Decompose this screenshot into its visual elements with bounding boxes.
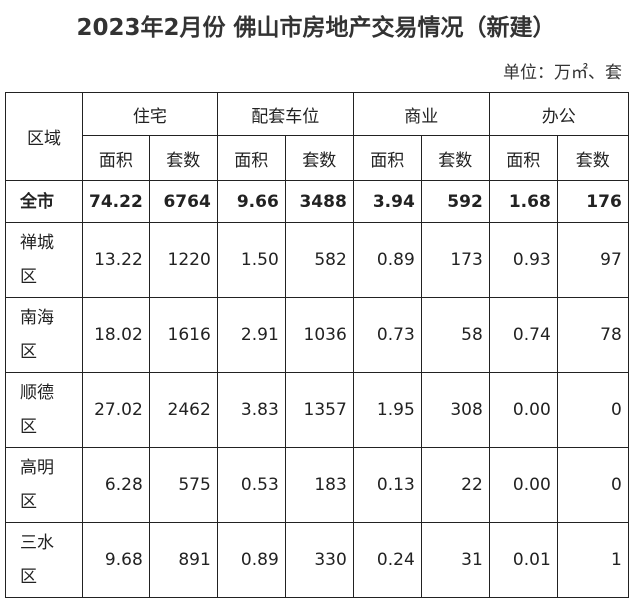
value-cell: 0.53 [216, 447, 286, 523]
value-cell: 3.83 [216, 372, 286, 448]
value-cell: 1357 [284, 372, 354, 448]
value-cell: 0.13 [352, 447, 422, 523]
value-cell: 0.00 [488, 447, 558, 523]
subheader: 套数 [148, 135, 218, 181]
region-row: 顺德区 27.02 2462 3.83 1357 1.95 308 0.00 0 [5, 372, 629, 448]
value-cell: 582 [284, 222, 354, 298]
region-cell: 南海区 [5, 297, 83, 373]
subheader-row: 面积 套数 面积 套数 面积 套数 面积 套数 [6, 135, 629, 181]
header-row: 区域 住宅 配套车位 商业 办公 [5, 92, 629, 181]
region-header: 区域 [5, 92, 83, 181]
value-cell: 6.28 [82, 447, 150, 523]
value-cell: 0.93 [488, 222, 558, 298]
value-cell: 13.22 [82, 222, 150, 298]
value-cell: 2.91 [216, 297, 286, 373]
value-cell: 9.68 [82, 522, 150, 598]
subheader: 面积 [352, 135, 422, 181]
value-cell: 183 [284, 447, 354, 523]
value-cell: 18.02 [82, 297, 150, 373]
value-cell: 1.68 [488, 180, 558, 223]
region-name: 禅城区 [20, 233, 54, 287]
region-row: 南海区 18.02 1616 2.91 1036 0.73 58 0.74 78 [5, 297, 629, 373]
group-header: 商业 [352, 92, 490, 136]
value-cell: 78 [556, 297, 629, 373]
region-row: 三水区 9.68 891 0.89 330 0.24 31 0.01 1 [5, 522, 629, 598]
region-row: 高明区 6.28 575 0.53 183 0.13 22 0.00 0 [5, 447, 629, 523]
value-cell: 173 [420, 222, 490, 298]
group-header: 配套车位 [216, 92, 354, 136]
region-row: 禅城区 13.22 1220 1.50 582 0.89 173 0.93 97 [5, 222, 629, 298]
unit: 单位：万㎡、套 [503, 63, 622, 83]
value-cell: 575 [148, 447, 218, 523]
value-cell: 1220 [148, 222, 218, 298]
region-cell: 全市 [5, 180, 83, 223]
subheader: 套数 [420, 135, 490, 181]
group-header: 住宅 [82, 92, 218, 136]
value-cell: 0.89 [352, 222, 422, 298]
subheader: 面积 [216, 135, 286, 181]
value-cell: 1.50 [216, 222, 286, 298]
region-cell: 高明区 [5, 447, 83, 523]
title: 2023年2月份 佛山市房地产交易情况（新建） [76, 15, 556, 41]
region-name: 高明区 [20, 458, 54, 512]
region-name: 全市 [20, 191, 54, 212]
value-cell: 176 [556, 180, 629, 223]
value-cell: 3.94 [352, 180, 422, 223]
region-name: 三水区 [20, 533, 54, 587]
group-header: 办公 [488, 92, 629, 136]
value-cell: 6764 [148, 180, 218, 223]
value-cell: 0.73 [352, 297, 422, 373]
value-cell: 330 [284, 522, 354, 598]
value-cell: 31 [420, 522, 490, 598]
subheader: 面积 [488, 135, 558, 181]
value-cell: 0 [556, 447, 629, 523]
subheader: 套数 [556, 135, 629, 181]
value-cell: 74.22 [82, 180, 150, 223]
region-name: 顺德区 [20, 383, 54, 437]
value-cell: 0.89 [216, 522, 286, 598]
value-cell: 22 [420, 447, 490, 523]
value-cell: 0.24 [352, 522, 422, 598]
value-cell: 0.01 [488, 522, 558, 598]
value-cell: 0.74 [488, 297, 558, 373]
subheader: 面积 [82, 135, 150, 181]
value-cell: 1616 [148, 297, 218, 373]
region-cell: 三水区 [5, 522, 83, 598]
value-cell: 58 [420, 297, 490, 373]
value-cell: 308 [420, 372, 490, 448]
region-name: 南海区 [20, 308, 54, 362]
region-cell: 禅城区 [5, 222, 83, 298]
value-cell: 592 [420, 180, 490, 223]
total-row: 全市 74.22 6764 9.66 3488 3.94 592 1.68 176 [5, 180, 629, 223]
value-cell: 97 [556, 222, 629, 298]
value-cell: 1 [556, 522, 629, 598]
value-cell: 0.00 [488, 372, 558, 448]
value-cell: 1.95 [352, 372, 422, 448]
subheader: 套数 [284, 135, 354, 181]
value-cell: 27.02 [82, 372, 150, 448]
value-cell: 0 [556, 372, 629, 448]
value-cell: 9.66 [216, 180, 286, 223]
region-cell: 顺德区 [5, 372, 83, 448]
value-cell: 1036 [284, 297, 354, 373]
value-cell: 3488 [284, 180, 354, 223]
data-table: 区域 住宅 配套车位 商业 办公 面积 套数 面积 套数 面积 套数 面积 套数 全市 74.22 6764 9… [5, 92, 629, 598]
value-cell: 2462 [148, 372, 218, 448]
value-cell: 891 [148, 522, 218, 598]
